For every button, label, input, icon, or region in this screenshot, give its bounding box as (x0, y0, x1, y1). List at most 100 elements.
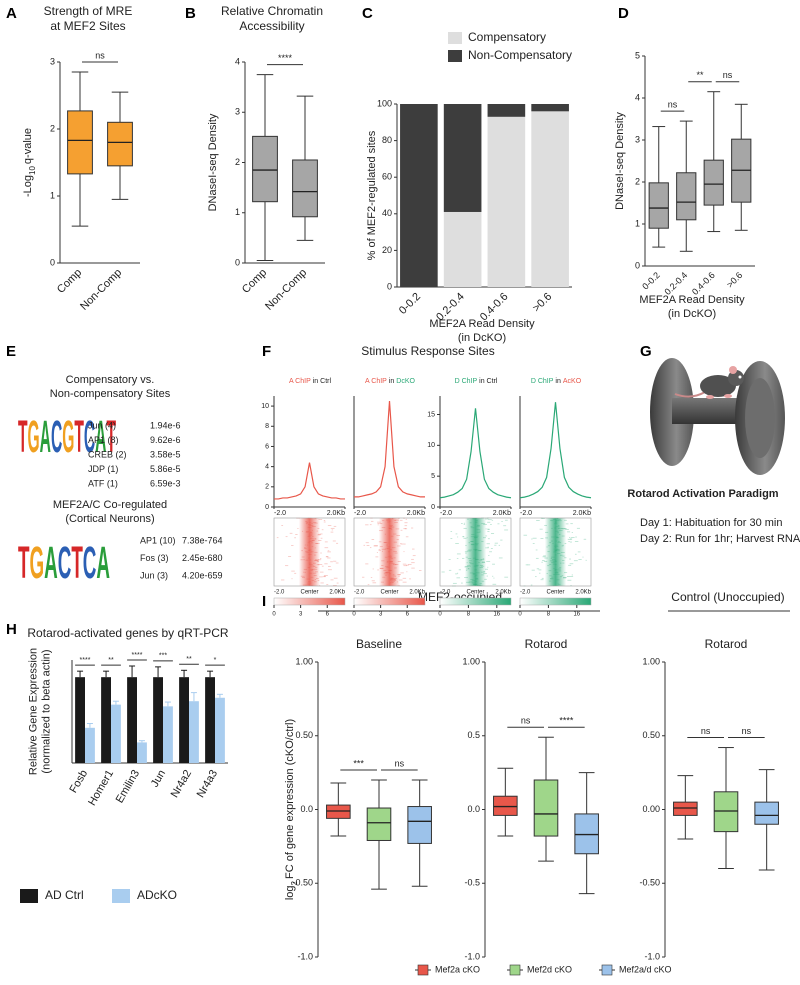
subplot-title: D ChIP in AcKO (531, 378, 582, 385)
y-tick-label: 3 (235, 107, 240, 117)
profile-line (354, 401, 425, 498)
box (326, 804, 351, 819)
colorbar (439, 597, 512, 606)
legend-swatch (417, 964, 429, 976)
panel-label: H (6, 621, 17, 638)
chart-title: Rotarod-activated genes by qRT-PCR (27, 626, 229, 640)
subplot-title-part: in (389, 378, 395, 385)
p-value: 3.58e-5 (150, 449, 181, 459)
heatmap-frame (519, 517, 592, 587)
y-tick-label: 1 (50, 190, 55, 200)
bar (101, 677, 111, 763)
legend-label: Mef2a/d cKO (619, 964, 672, 974)
block-title: Non-compensatory Sites (50, 388, 171, 400)
colorbar (353, 597, 426, 606)
y-tick-label: 10 (427, 442, 435, 449)
heatmap-frame (353, 517, 426, 587)
p-value: 9.62e-6 (150, 435, 181, 445)
p-value: 5.86e-5 (150, 464, 181, 474)
p-value: 4.20e-659 (182, 570, 223, 580)
y-tick-label: 0.00 (642, 804, 660, 814)
y-tick-label: 0.5 (467, 730, 480, 740)
bar (75, 677, 85, 763)
legend-label: Compensatory (468, 30, 546, 44)
chart-title: Baseline (356, 637, 402, 651)
y-tick-label: 100 (377, 98, 392, 108)
y-tick-label: 0 (387, 281, 392, 291)
y-tick-label: 5 (635, 50, 640, 60)
legend-swatch (509, 964, 521, 976)
bar (127, 677, 137, 763)
subplot-title: A ChIP in Ctrl (289, 378, 332, 385)
legend-label: AD Ctrl (45, 888, 84, 902)
y-tick-label: 80 (382, 135, 392, 145)
panel-title: Rotarod Activation Paradigm (627, 488, 778, 500)
x-tick-label: 0-0.2 (397, 291, 423, 317)
panel-label: C (362, 5, 373, 22)
heatmap-x-label: 2.0Kb (409, 590, 425, 596)
x-axis-label: (in DcKO) (668, 308, 716, 320)
y-axis-label: DNaseI-seq Density (614, 112, 626, 210)
profile-line (519, 402, 592, 499)
y-tick-label: 1 (635, 218, 640, 228)
y-tick-label: 3 (50, 56, 55, 66)
y-axis-label-part: 2 (290, 880, 299, 885)
x-axis-label: MEF2A Read Density (429, 318, 535, 330)
y-tick-label: 0 (431, 504, 435, 511)
x-tick-label: 2.0Kb (493, 510, 511, 517)
chart-title: Strength of MRE (44, 4, 133, 18)
chart-title: at MEF2 Sites (50, 19, 125, 33)
y-tick-label: 1.00 (295, 656, 313, 666)
significance-label: **** (278, 53, 293, 63)
p-value: 7.38e-764 (182, 535, 223, 545)
y-tick-label: 0 (265, 504, 269, 511)
significance-label: ns (723, 70, 733, 80)
box (574, 813, 599, 855)
box (252, 135, 278, 203)
legend-label: Mef2d cKO (527, 964, 572, 974)
sequence-logo: TGACGTCAT (18, 412, 116, 463)
panel-label: A (6, 5, 17, 22)
significance-label: ns (701, 726, 711, 736)
y-tick-label: 2 (265, 484, 269, 491)
x-tick-label: 0.4-0.6 (690, 270, 717, 297)
subplot-title-part: in (555, 378, 561, 385)
bar-segment (400, 104, 438, 287)
significance-label: ns (395, 758, 405, 768)
bar (163, 706, 173, 763)
y-axis-label-part: -Log (22, 175, 34, 197)
rotarod-illustration (650, 358, 785, 475)
colorbar-tick-label: 0 (272, 612, 276, 618)
x-tick-label: Fosb (67, 768, 90, 795)
significance-label: *** (353, 758, 364, 768)
heatmap-x-label: Center (380, 590, 398, 596)
heatmap-signal (544, 518, 567, 586)
significance-label: ns (521, 716, 531, 726)
x-tick-label: 0.2-0.4 (662, 270, 689, 297)
y-axis-label: -Log10 q-value (22, 128, 37, 197)
box (493, 795, 518, 816)
y-axis-label: (normalized to beta actin) (40, 649, 52, 773)
significance-label: ns (742, 726, 752, 736)
y-tick-label: 0 (635, 260, 640, 270)
box (703, 159, 724, 206)
box (366, 807, 392, 841)
x-tick-label: >0.6 (725, 270, 745, 290)
block-title: MEF2A/C Co-regulated (53, 499, 167, 511)
y-axis-label-part: FC of gene expression (cKO/ctrl) (284, 719, 296, 879)
box (673, 801, 698, 816)
bar-segment (487, 104, 526, 117)
heatmap-x-label: -2.0 (354, 590, 365, 596)
y-tick-label: 1.00 (462, 656, 480, 666)
y-tick-label: 0 (50, 257, 55, 267)
y-tick-label: 10 (261, 403, 269, 410)
x-tick-label: Nr4a2 (169, 768, 194, 800)
y-tick-label: 40 (382, 208, 392, 218)
box (754, 801, 779, 825)
heatmap-x-label: -2.0 (274, 590, 285, 596)
panel-title: Stimulus Response Sites (361, 344, 494, 358)
y-tick-label: 3 (635, 134, 640, 144)
x-tick-label: -2.0 (354, 510, 366, 517)
p-value: 2.45e-680 (182, 553, 223, 563)
subplot-title: A ChIP in DcKO (365, 378, 415, 385)
